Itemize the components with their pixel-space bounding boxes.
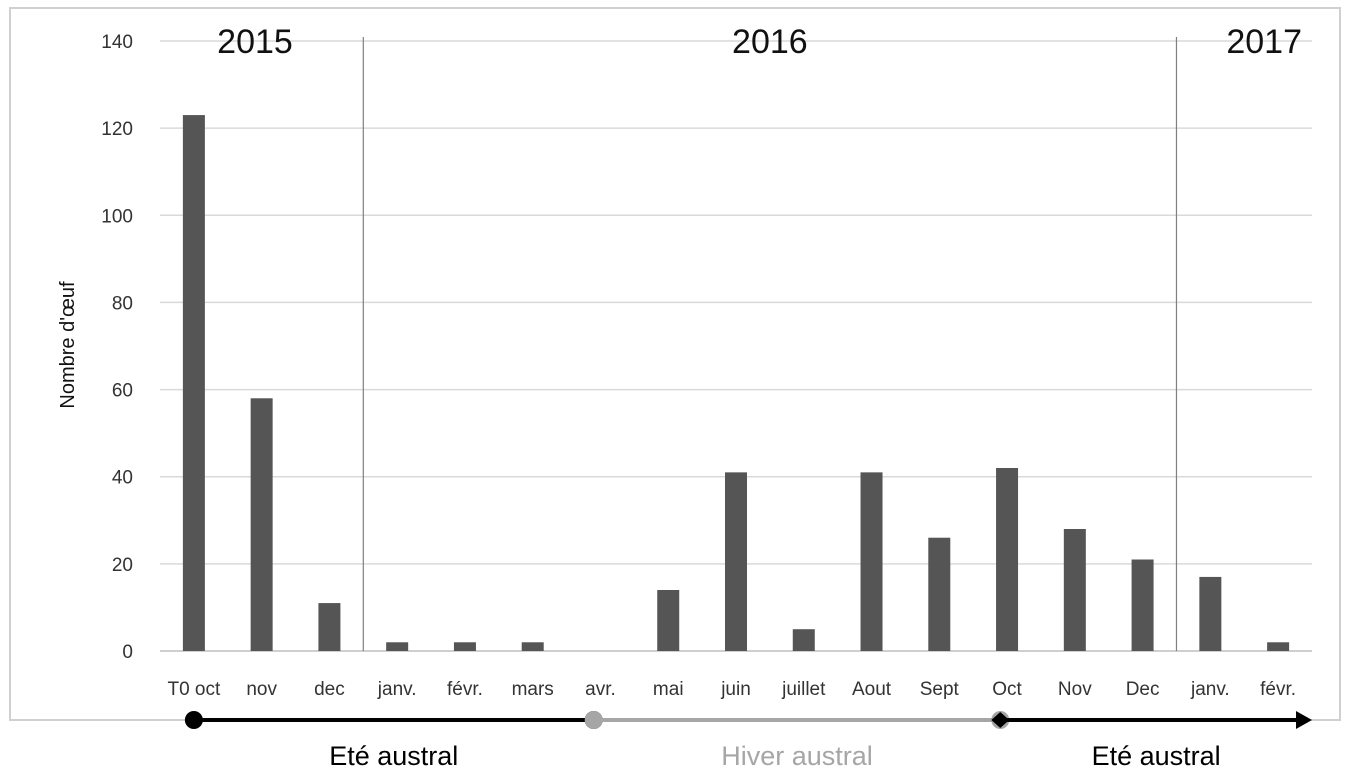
year-label: 2016	[732, 23, 808, 61]
x-tick-label: Oct	[992, 679, 1022, 700]
bar	[182, 115, 205, 652]
season-label: Hiver austral	[721, 741, 873, 771]
x-tick-label: févr.	[1260, 679, 1296, 700]
x-tick-label: mars	[512, 679, 554, 700]
x-axis-ticks: T0 oct nov dec janv. févr. mars avr. mai juin jui…	[167, 679, 1296, 700]
y-tick-label: 20	[112, 555, 133, 576]
season-bar: Eté austral	[991, 711, 1312, 771]
x-tick-label: nov	[246, 679, 277, 700]
x-tick-label: Aout	[852, 679, 892, 700]
y-tick-label: 80	[112, 293, 133, 314]
x-tick-label: Dec	[1126, 679, 1160, 700]
y-axis-ticks: 0 20 40 60 80 100 120 140	[101, 32, 133, 663]
bar	[521, 642, 544, 651]
bar	[860, 472, 883, 651]
season-bar: Hiver austral	[584, 711, 1010, 771]
bar	[250, 398, 273, 651]
season-label: Eté austral	[1092, 741, 1221, 771]
year-label: 2015	[217, 23, 293, 61]
y-tick-label: 0	[122, 642, 133, 663]
bar	[1199, 576, 1222, 651]
x-tick-label: T0 oct	[167, 679, 221, 700]
year-labels: 2015 2016 2017	[217, 23, 1302, 61]
x-tick-label: avr.	[585, 679, 616, 700]
season-label: Eté austral	[329, 741, 458, 771]
bars	[182, 115, 1290, 652]
season-end-arrow	[1296, 711, 1312, 729]
bar	[453, 642, 476, 651]
bar	[928, 537, 951, 651]
season-start-marker	[991, 712, 1010, 728]
bar	[657, 590, 680, 651]
x-tick-label: janv.	[377, 679, 417, 700]
x-tick-label: juin	[720, 679, 751, 700]
x-tick-label: janv.	[1190, 679, 1230, 700]
y-tick-label: 40	[112, 468, 133, 489]
bar	[1267, 642, 1290, 651]
season-start-marker	[184, 711, 203, 729]
bar	[1063, 529, 1086, 651]
y-tick-label: 60	[112, 381, 133, 402]
bar	[792, 629, 815, 651]
bar	[386, 642, 409, 651]
year-label: 2017	[1226, 23, 1302, 61]
y-tick-label: 120	[101, 119, 133, 140]
bar	[318, 603, 341, 651]
gridlines	[160, 40, 1312, 652]
x-tick-label: juillet	[781, 679, 826, 700]
y-tick-label: 100	[101, 206, 133, 227]
bar	[996, 468, 1019, 651]
season-timeline: Eté austral Hiver austral Eté austral	[184, 711, 1312, 771]
bar	[725, 472, 747, 651]
y-axis-title: Nombre d'œuf	[57, 281, 79, 409]
x-tick-label: dec	[314, 679, 345, 700]
season-start-marker	[584, 711, 603, 729]
y-tick-label: 140	[101, 32, 133, 53]
bar	[1131, 559, 1154, 651]
x-tick-label: févr.	[447, 679, 483, 700]
x-tick-label: mai	[653, 679, 684, 700]
x-tick-label: Nov	[1058, 679, 1092, 700]
season-bar: Eté austral	[184, 711, 603, 771]
year-dividers	[362, 37, 1178, 651]
x-tick-label: Sept	[920, 679, 960, 700]
